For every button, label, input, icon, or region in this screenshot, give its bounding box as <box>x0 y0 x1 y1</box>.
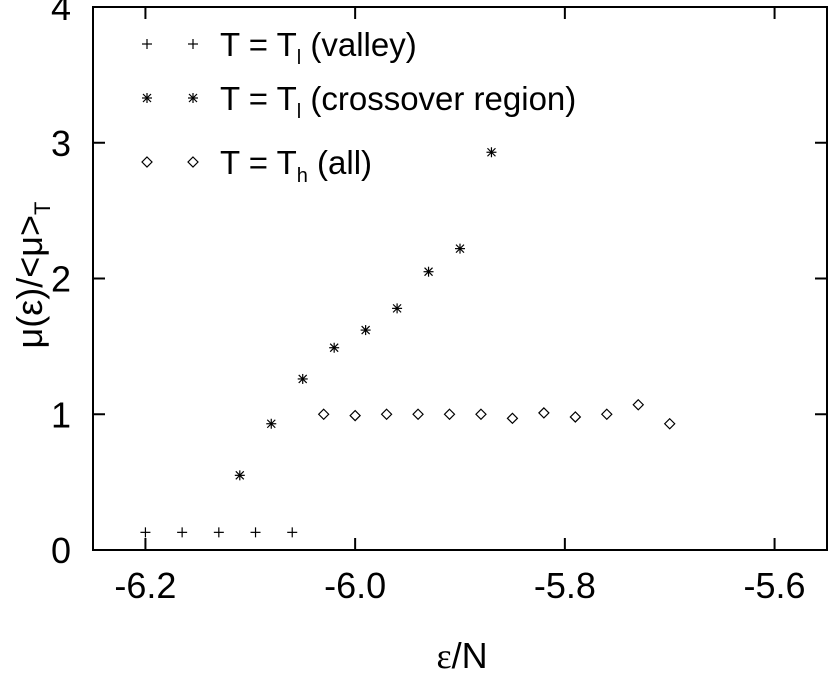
diamond-marker <box>600 408 613 421</box>
data-point <box>600 408 613 421</box>
legend-label-rest: (all) <box>308 144 372 181</box>
legend: T = Tl (valley)T = Tl (crossover region)… <box>141 26 576 187</box>
asterisk-marker-d2 <box>142 93 152 103</box>
data-point <box>142 93 152 103</box>
x-tick-label: -5.8 <box>534 565 596 606</box>
x-axis-title-symbol: ε <box>436 636 451 676</box>
diamond-marker <box>141 156 153 168</box>
data-point <box>569 411 582 423</box>
data-point <box>360 325 371 336</box>
legend-entry-label: T = Tl (valley) <box>220 26 417 69</box>
diamond-marker <box>538 407 550 419</box>
y-axis-title: μ(ε)/<μ>T <box>9 201 55 348</box>
data-point <box>297 373 308 384</box>
data-point <box>177 527 188 538</box>
data-point <box>250 527 261 538</box>
legend-label-rest: (valley) <box>301 26 417 63</box>
y-tick-label: 2 <box>51 259 71 300</box>
data-point <box>142 39 152 49</box>
legend-entry-label: T = Tl (crossover region) <box>220 80 576 123</box>
diamond-marker <box>380 408 393 421</box>
data-point <box>506 412 519 425</box>
legend-label-main: T = T <box>220 80 297 117</box>
y-axis-title-main: μ(ε)/<μ> <box>9 215 50 349</box>
data-point <box>392 303 403 314</box>
data-points <box>140 147 676 538</box>
diamond-marker <box>663 417 676 430</box>
data-point <box>538 407 550 419</box>
data-point <box>187 156 199 168</box>
x-tick-label: -6.0 <box>324 565 386 606</box>
asterisk-marker-d2 <box>266 419 276 429</box>
data-point <box>317 408 330 421</box>
y-tick-label: 1 <box>51 394 71 435</box>
diamond-marker <box>443 408 456 421</box>
data-point <box>140 527 151 538</box>
data-point <box>188 39 198 49</box>
asterisk-marker-d2 <box>424 267 433 277</box>
asterisk-marker-d2 <box>235 470 245 480</box>
data-point <box>455 243 465 254</box>
asterisk-marker-d2 <box>392 303 402 313</box>
data-point <box>443 408 456 421</box>
data-point <box>188 93 198 103</box>
data-point <box>486 147 497 158</box>
asterisk-marker-d2 <box>329 343 339 353</box>
data-point <box>632 398 645 411</box>
diamond-marker <box>349 409 361 422</box>
diamond-marker <box>569 411 582 423</box>
diamond-marker <box>187 156 199 168</box>
legend-entry-label: T = Th (all) <box>220 144 372 187</box>
data-point <box>663 417 676 430</box>
x-tick-label: -5.6 <box>744 565 806 606</box>
diamond-marker <box>475 408 487 421</box>
asterisk-marker-d2 <box>455 244 465 254</box>
legend-label-sub: l <box>297 47 301 69</box>
diamond-marker <box>317 408 330 421</box>
data-point <box>141 156 153 168</box>
x-axis-title: ε/N <box>436 635 487 676</box>
legend-label-sub: l <box>297 101 301 123</box>
diamond-marker <box>412 408 424 421</box>
y-tick-label: 0 <box>51 530 71 571</box>
asterisk-marker-d2 <box>298 374 308 384</box>
legend-label-sub: h <box>297 165 308 187</box>
y-axis-title-sub: T <box>30 201 55 214</box>
data-point <box>266 418 277 429</box>
axes: -6.2 -6.0 -5.8 -5.6 0 1 2 3 4 <box>51 0 828 606</box>
y-tick-label: 3 <box>51 123 71 164</box>
data-point <box>380 408 393 421</box>
legend-label-main: T = T <box>220 144 297 181</box>
data-point <box>287 527 298 538</box>
data-point <box>213 527 224 538</box>
data-point <box>329 342 340 353</box>
data-point <box>412 408 424 421</box>
asterisk-marker-d2 <box>361 325 371 335</box>
x-axis-title-rest: /N <box>452 635 488 676</box>
legend-label-rest: (crossover region) <box>301 80 576 117</box>
y-tick-label: 4 <box>51 0 71 28</box>
data-point <box>234 470 245 481</box>
diamond-marker <box>632 398 645 411</box>
data-point <box>349 409 361 422</box>
asterisk-marker-d2 <box>188 93 198 103</box>
data-point <box>423 266 434 277</box>
data-point <box>475 408 487 421</box>
x-tick-label: -6.2 <box>114 565 176 606</box>
asterisk-marker-d2 <box>487 147 496 157</box>
legend-label-main: T = T <box>220 26 297 63</box>
diamond-marker <box>506 412 519 425</box>
